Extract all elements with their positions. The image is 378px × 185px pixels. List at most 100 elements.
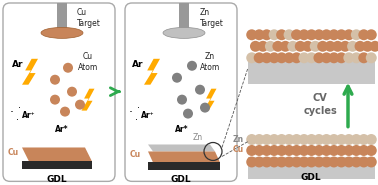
Text: Ar⁺: Ar⁺ bbox=[141, 111, 155, 120]
Text: Cu
Atom: Cu Atom bbox=[78, 52, 98, 72]
Text: Ar*: Ar* bbox=[175, 125, 189, 134]
Circle shape bbox=[332, 41, 343, 52]
Circle shape bbox=[336, 29, 347, 40]
Circle shape bbox=[246, 52, 257, 63]
Circle shape bbox=[321, 52, 332, 63]
Text: ·: · bbox=[129, 106, 133, 119]
Text: ·: · bbox=[135, 116, 138, 126]
Circle shape bbox=[343, 29, 354, 40]
Polygon shape bbox=[22, 59, 38, 85]
Text: CV
cycles: CV cycles bbox=[303, 93, 337, 116]
Circle shape bbox=[358, 134, 369, 145]
Circle shape bbox=[358, 145, 369, 156]
Circle shape bbox=[313, 52, 324, 63]
Circle shape bbox=[347, 41, 358, 52]
Circle shape bbox=[254, 145, 265, 156]
Circle shape bbox=[366, 134, 377, 145]
Text: Cu
Target: Cu Target bbox=[77, 8, 101, 28]
Circle shape bbox=[177, 95, 187, 105]
Bar bbox=[248, 62, 375, 84]
Text: ·: · bbox=[137, 103, 140, 113]
Circle shape bbox=[336, 52, 347, 63]
Circle shape bbox=[313, 134, 324, 145]
Circle shape bbox=[287, 41, 298, 52]
Ellipse shape bbox=[163, 27, 205, 38]
Text: ·: · bbox=[16, 116, 19, 126]
Circle shape bbox=[313, 157, 324, 167]
Circle shape bbox=[172, 73, 182, 83]
Circle shape bbox=[291, 29, 302, 40]
Circle shape bbox=[321, 145, 332, 156]
Circle shape bbox=[50, 95, 60, 105]
Circle shape bbox=[63, 63, 73, 73]
Circle shape bbox=[299, 145, 310, 156]
Circle shape bbox=[325, 41, 336, 52]
FancyBboxPatch shape bbox=[3, 3, 115, 181]
Circle shape bbox=[269, 134, 280, 145]
Circle shape bbox=[370, 41, 378, 52]
Circle shape bbox=[284, 52, 294, 63]
Bar bbox=[57, 3, 67, 31]
Circle shape bbox=[328, 52, 339, 63]
Circle shape bbox=[291, 52, 302, 63]
Circle shape bbox=[321, 29, 332, 40]
Circle shape bbox=[317, 41, 328, 52]
Circle shape bbox=[302, 41, 313, 52]
Circle shape bbox=[366, 29, 377, 40]
Circle shape bbox=[291, 145, 302, 156]
Circle shape bbox=[269, 52, 280, 63]
Circle shape bbox=[366, 52, 377, 63]
Circle shape bbox=[269, 145, 280, 156]
Circle shape bbox=[358, 157, 369, 167]
Text: GDL: GDL bbox=[47, 175, 67, 184]
Bar bbox=[248, 157, 375, 179]
Circle shape bbox=[269, 157, 280, 167]
Circle shape bbox=[358, 29, 369, 40]
Circle shape bbox=[276, 52, 287, 63]
Circle shape bbox=[299, 52, 310, 63]
Bar bbox=[179, 3, 189, 31]
Circle shape bbox=[313, 29, 324, 40]
Polygon shape bbox=[144, 59, 160, 85]
Circle shape bbox=[358, 52, 369, 63]
Polygon shape bbox=[203, 89, 217, 111]
Circle shape bbox=[362, 41, 373, 52]
Circle shape bbox=[328, 134, 339, 145]
Text: GDL: GDL bbox=[301, 173, 321, 182]
Circle shape bbox=[265, 41, 276, 52]
Circle shape bbox=[261, 134, 272, 145]
Circle shape bbox=[351, 52, 362, 63]
Circle shape bbox=[321, 134, 332, 145]
Circle shape bbox=[284, 29, 294, 40]
Circle shape bbox=[336, 157, 347, 167]
Circle shape bbox=[313, 145, 324, 156]
Circle shape bbox=[269, 29, 280, 40]
Circle shape bbox=[195, 85, 205, 95]
Circle shape bbox=[328, 29, 339, 40]
Circle shape bbox=[246, 29, 257, 40]
Circle shape bbox=[306, 29, 317, 40]
Polygon shape bbox=[148, 162, 220, 170]
Circle shape bbox=[339, 41, 351, 52]
Ellipse shape bbox=[41, 27, 83, 38]
Circle shape bbox=[276, 145, 287, 156]
FancyBboxPatch shape bbox=[125, 3, 237, 181]
Circle shape bbox=[351, 29, 362, 40]
Text: Cu: Cu bbox=[130, 150, 141, 159]
Circle shape bbox=[299, 134, 310, 145]
Circle shape bbox=[336, 134, 347, 145]
Circle shape bbox=[254, 134, 265, 145]
Text: Ar⁺: Ar⁺ bbox=[22, 111, 36, 120]
Circle shape bbox=[187, 61, 197, 71]
Text: Cu: Cu bbox=[233, 145, 244, 154]
Circle shape bbox=[50, 75, 60, 85]
Polygon shape bbox=[148, 144, 215, 152]
Text: Ar: Ar bbox=[12, 60, 23, 69]
Circle shape bbox=[291, 157, 302, 167]
Circle shape bbox=[280, 41, 291, 52]
Text: Zn
Atom: Zn Atom bbox=[200, 52, 220, 72]
Circle shape bbox=[246, 157, 257, 167]
Text: Zn
Target: Zn Target bbox=[200, 8, 224, 28]
Text: Zn: Zn bbox=[193, 133, 203, 142]
Circle shape bbox=[284, 134, 294, 145]
